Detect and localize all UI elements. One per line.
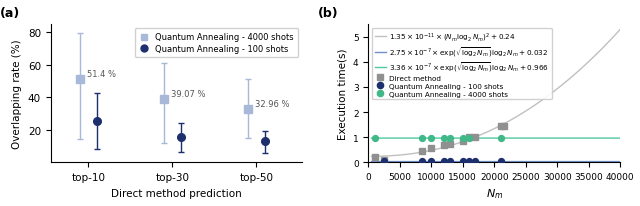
Point [470, 160, 481, 163]
Point [439, 137, 449, 140]
Point [369, 137, 380, 140]
X-axis label: Direct method prediction: Direct method prediction [111, 188, 242, 198]
Text: (b): (b) [318, 7, 339, 20]
Point [426, 137, 436, 140]
Point [445, 137, 455, 140]
Point [417, 160, 427, 163]
Y-axis label: Overlapping rate (%): Overlapping rate (%) [12, 39, 22, 148]
Text: 32.96 %: 32.96 % [255, 100, 289, 109]
Point [439, 160, 449, 163]
Point [458, 160, 468, 163]
Point [464, 160, 474, 163]
Point [458, 137, 468, 140]
Point [495, 160, 506, 163]
Text: (a): (a) [0, 7, 20, 20]
Point [445, 160, 455, 163]
Legend: $1.35\times10^{-11}\times(N_m\log_2N_m)^2+0.24$, $2.75\times10^{-7}\times\exp(\s: $1.35\times10^{-11}\times(N_m\log_2N_m)^… [372, 29, 552, 100]
Point [464, 137, 474, 140]
Legend: Quantum Annealing - 4000 shots, Quantum Annealing - 100 shots: Quantum Annealing - 4000 shots, Quantum … [134, 29, 298, 58]
Text: 51.4 %: 51.4 % [87, 70, 116, 79]
Point [379, 159, 389, 163]
Point [495, 137, 506, 140]
Text: 39.07 %: 39.07 % [171, 90, 205, 99]
Point [417, 137, 427, 140]
X-axis label: $N_m$: $N_m$ [486, 187, 503, 200]
Y-axis label: Execution time(s): Execution time(s) [337, 48, 348, 139]
Point [426, 160, 436, 163]
